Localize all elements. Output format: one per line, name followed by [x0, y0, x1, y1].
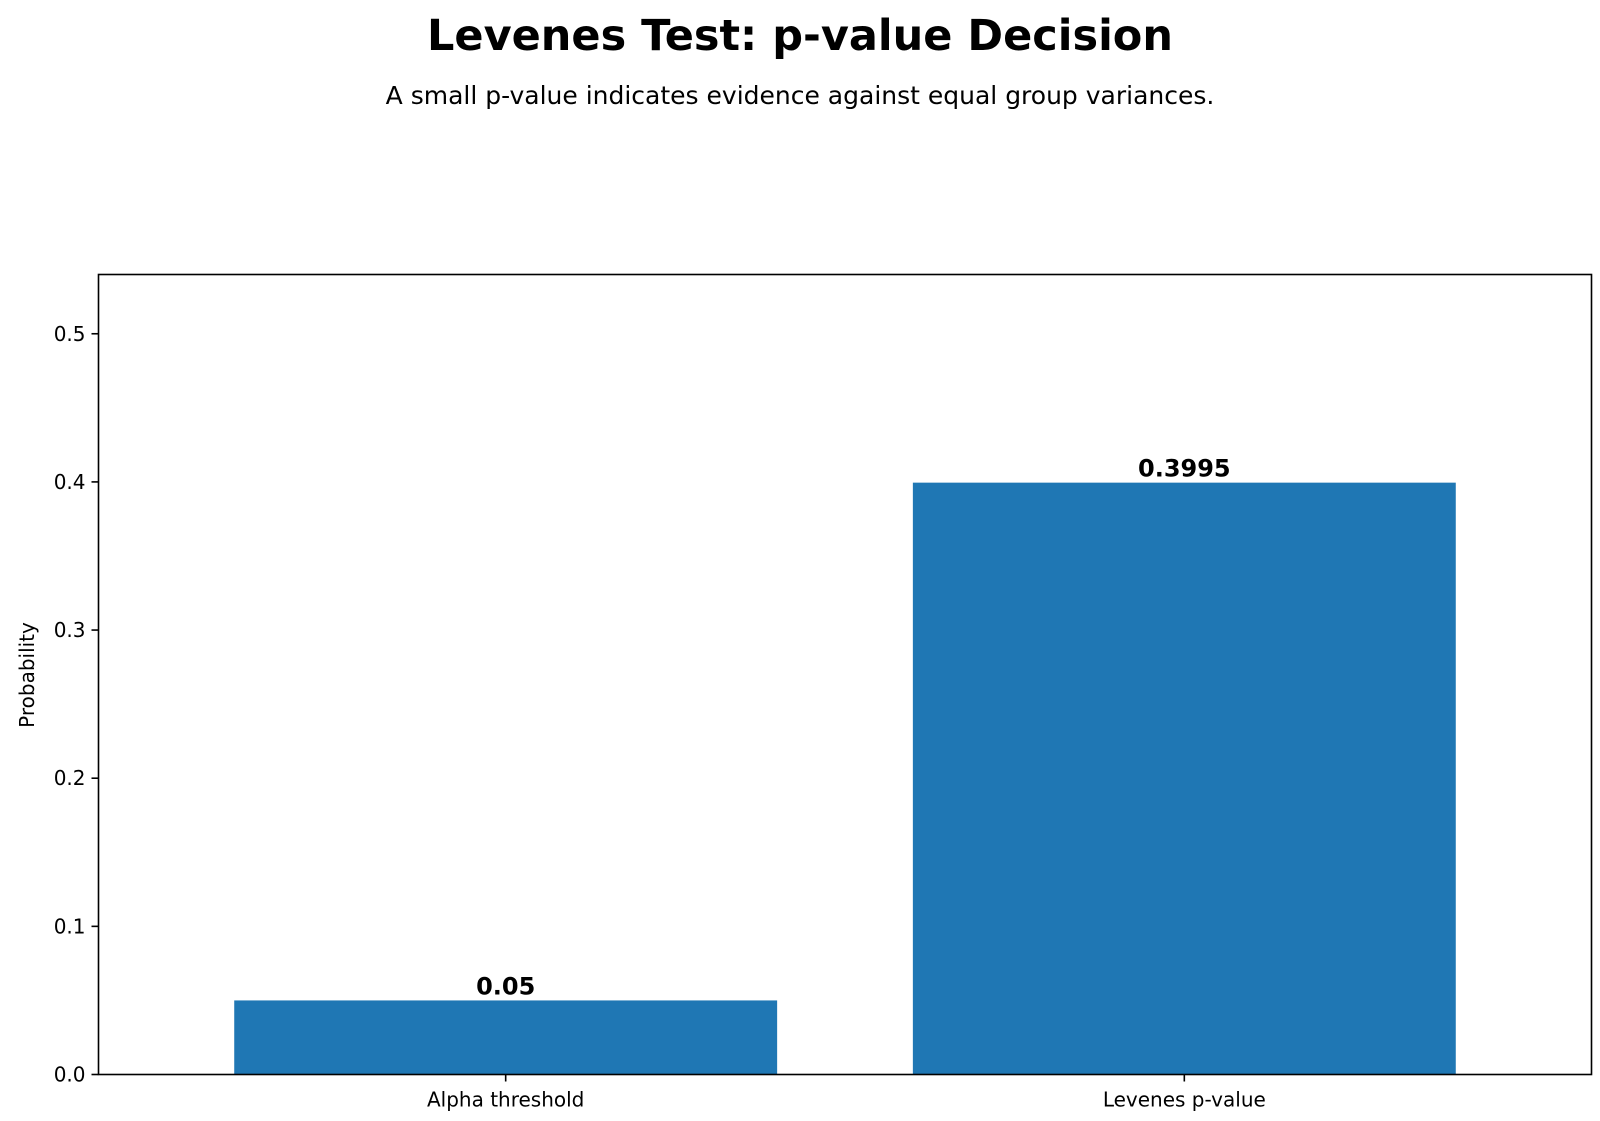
bar-value-label: 0.3995: [1138, 455, 1231, 483]
bar-0: [234, 1000, 778, 1075]
y-tick-label: 0.2: [54, 766, 86, 790]
chart-subtitle: A small p-value indicates evidence again…: [385, 81, 1215, 110]
x-axis: Alpha threshold Levenes p-value: [427, 1074, 1266, 1112]
bar-value-label: 0.05: [476, 972, 535, 1000]
plot-area-frame: [97, 273, 1593, 1076]
y-axis-label: Probability: [15, 622, 39, 728]
chart-title: Levenes Test: p-value Decision: [427, 11, 1173, 61]
y-tick-label: 0.1: [54, 914, 86, 938]
x-tick-label: Levenes p-value: [1103, 1088, 1266, 1112]
bars-layer: [234, 482, 1456, 1075]
value-labels-layer: 0.05 0.3995: [476, 455, 1231, 1001]
y-tick-label: 0.4: [54, 470, 86, 494]
x-tick-label: Alpha threshold: [427, 1088, 584, 1112]
bar-1: [912, 482, 1456, 1075]
y-tick-label: 0.3: [54, 618, 86, 642]
y-axis: 0.0 0.1 0.2 0.3 0.4 0.5: [54, 322, 99, 1087]
y-tick-label: 0.0: [54, 1063, 86, 1087]
y-tick-label: 0.5: [54, 322, 86, 346]
